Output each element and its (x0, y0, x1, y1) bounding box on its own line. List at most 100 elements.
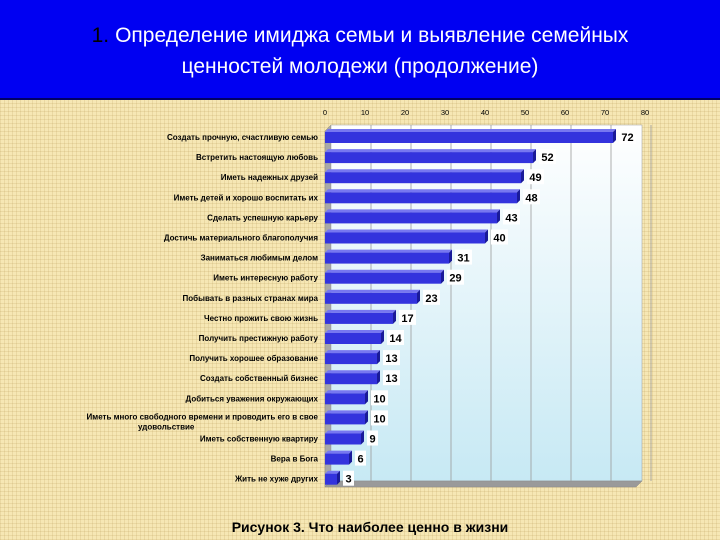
bar-top (325, 169, 524, 173)
value-label-box (343, 470, 354, 486)
bar-side (517, 189, 520, 204)
bar (325, 232, 485, 244)
value-label-box (399, 309, 416, 325)
value-label-box (387, 330, 404, 345)
x-tick-label: 60 (561, 108, 569, 117)
category-label: Достичь материального благополучия (164, 234, 318, 243)
category-label: Иметь надежных друзей (221, 173, 318, 182)
bar-top (325, 350, 380, 354)
category-label: Создать собственный бизнес (200, 374, 319, 383)
x-tick-label: 10 (361, 108, 369, 117)
bar (325, 373, 377, 385)
x-tick-label: 30 (441, 108, 449, 117)
value-label-box (383, 350, 400, 366)
value-label: 17 (401, 313, 413, 325)
value-label: 31 (457, 253, 469, 265)
value-label: 48 (525, 192, 537, 204)
value-label: 14 (389, 333, 402, 345)
value-label-box (367, 430, 378, 446)
bar (325, 272, 441, 284)
title-banner: 1. Определение имиджа семьи и выявление с… (0, 0, 720, 100)
x-tick-label: 50 (521, 108, 529, 117)
value-label: 13 (385, 353, 397, 365)
value-label-box (539, 149, 556, 165)
category-label: Честно прожить свою жизнь (204, 314, 318, 323)
value-label: 43 (505, 212, 517, 224)
x-tick-label: 20 (401, 108, 409, 117)
category-label: Побывать в разных странах мира (183, 294, 319, 303)
bar (325, 413, 365, 425)
bar (325, 292, 417, 304)
bar (325, 393, 365, 405)
category-label: Встретить настоящую любовь (196, 153, 318, 162)
value-label-box (491, 229, 508, 245)
bar-top (325, 370, 380, 374)
bar-side (533, 149, 536, 164)
x-tick-label: 80 (641, 108, 649, 117)
bar-side (441, 269, 444, 284)
value-label: 52 (541, 152, 553, 164)
figure-caption: Рисунок 3. Что наиболее ценно в жизни (231, 519, 509, 535)
bar-side (449, 249, 452, 264)
bar-top (325, 249, 452, 253)
title-number: 1. (91, 24, 110, 47)
x-tick-label: 40 (481, 108, 489, 117)
bar (325, 433, 361, 445)
bar-top (325, 269, 444, 273)
value-label-box (371, 410, 388, 426)
bar-top (325, 330, 384, 333)
x-tick-label: 70 (601, 108, 609, 117)
category-label: Иметь много свободного времени и проводи… (87, 412, 319, 421)
value-label-box (423, 289, 440, 305)
value-label: 10 (373, 393, 385, 405)
bar-side (377, 370, 380, 385)
value-label: 49 (529, 172, 541, 184)
bar-top (325, 450, 352, 454)
bar (325, 453, 349, 465)
value-label-box (447, 269, 464, 285)
bar-side (497, 209, 500, 224)
bar-top (325, 149, 536, 153)
category-label: Заниматься любимым делом (201, 254, 318, 263)
category-label: Получить престижную работу (199, 334, 319, 343)
value-label: 6 (357, 454, 363, 466)
value-label-box (503, 209, 520, 225)
category-label: Добиться уважения окружающих (186, 394, 319, 403)
bar-side (361, 430, 364, 445)
bar-top (325, 229, 488, 233)
bar (325, 333, 381, 344)
bar-top (325, 309, 396, 313)
value-label: 3 (345, 474, 351, 486)
category-label: Иметь интересную работу (213, 274, 318, 283)
bar-top (325, 430, 364, 434)
value-label-box (527, 169, 544, 185)
bar-side (381, 330, 384, 344)
bar-side (393, 309, 396, 324)
category-label: Сделать успешную карьеру (207, 213, 318, 222)
category-label: Жить не хуже других (234, 475, 319, 484)
value-label-box (619, 129, 636, 144)
category-label: Вера в Бога (271, 455, 319, 464)
title-line-2: ценностей молодежи (продолжение) (181, 55, 539, 78)
bar-side (365, 410, 368, 425)
bar-top (325, 209, 500, 213)
value-label-box (371, 390, 388, 406)
bar (325, 312, 393, 324)
value-label-box (455, 249, 472, 265)
value-label-box (383, 370, 400, 386)
plot-floor (324, 480, 643, 488)
bar-side (417, 289, 420, 304)
bar-top (325, 390, 368, 394)
bar (325, 353, 377, 365)
bar (325, 152, 533, 164)
value-label: 23 (425, 293, 437, 305)
bar-top (325, 289, 420, 293)
value-label: 72 (621, 132, 633, 144)
bar-top (325, 129, 616, 132)
bar (325, 473, 337, 485)
category-label: Иметь детей и хорошо воспитать их (174, 193, 319, 202)
bar-top (325, 410, 368, 414)
value-label: 29 (449, 273, 461, 285)
bar (325, 172, 521, 184)
